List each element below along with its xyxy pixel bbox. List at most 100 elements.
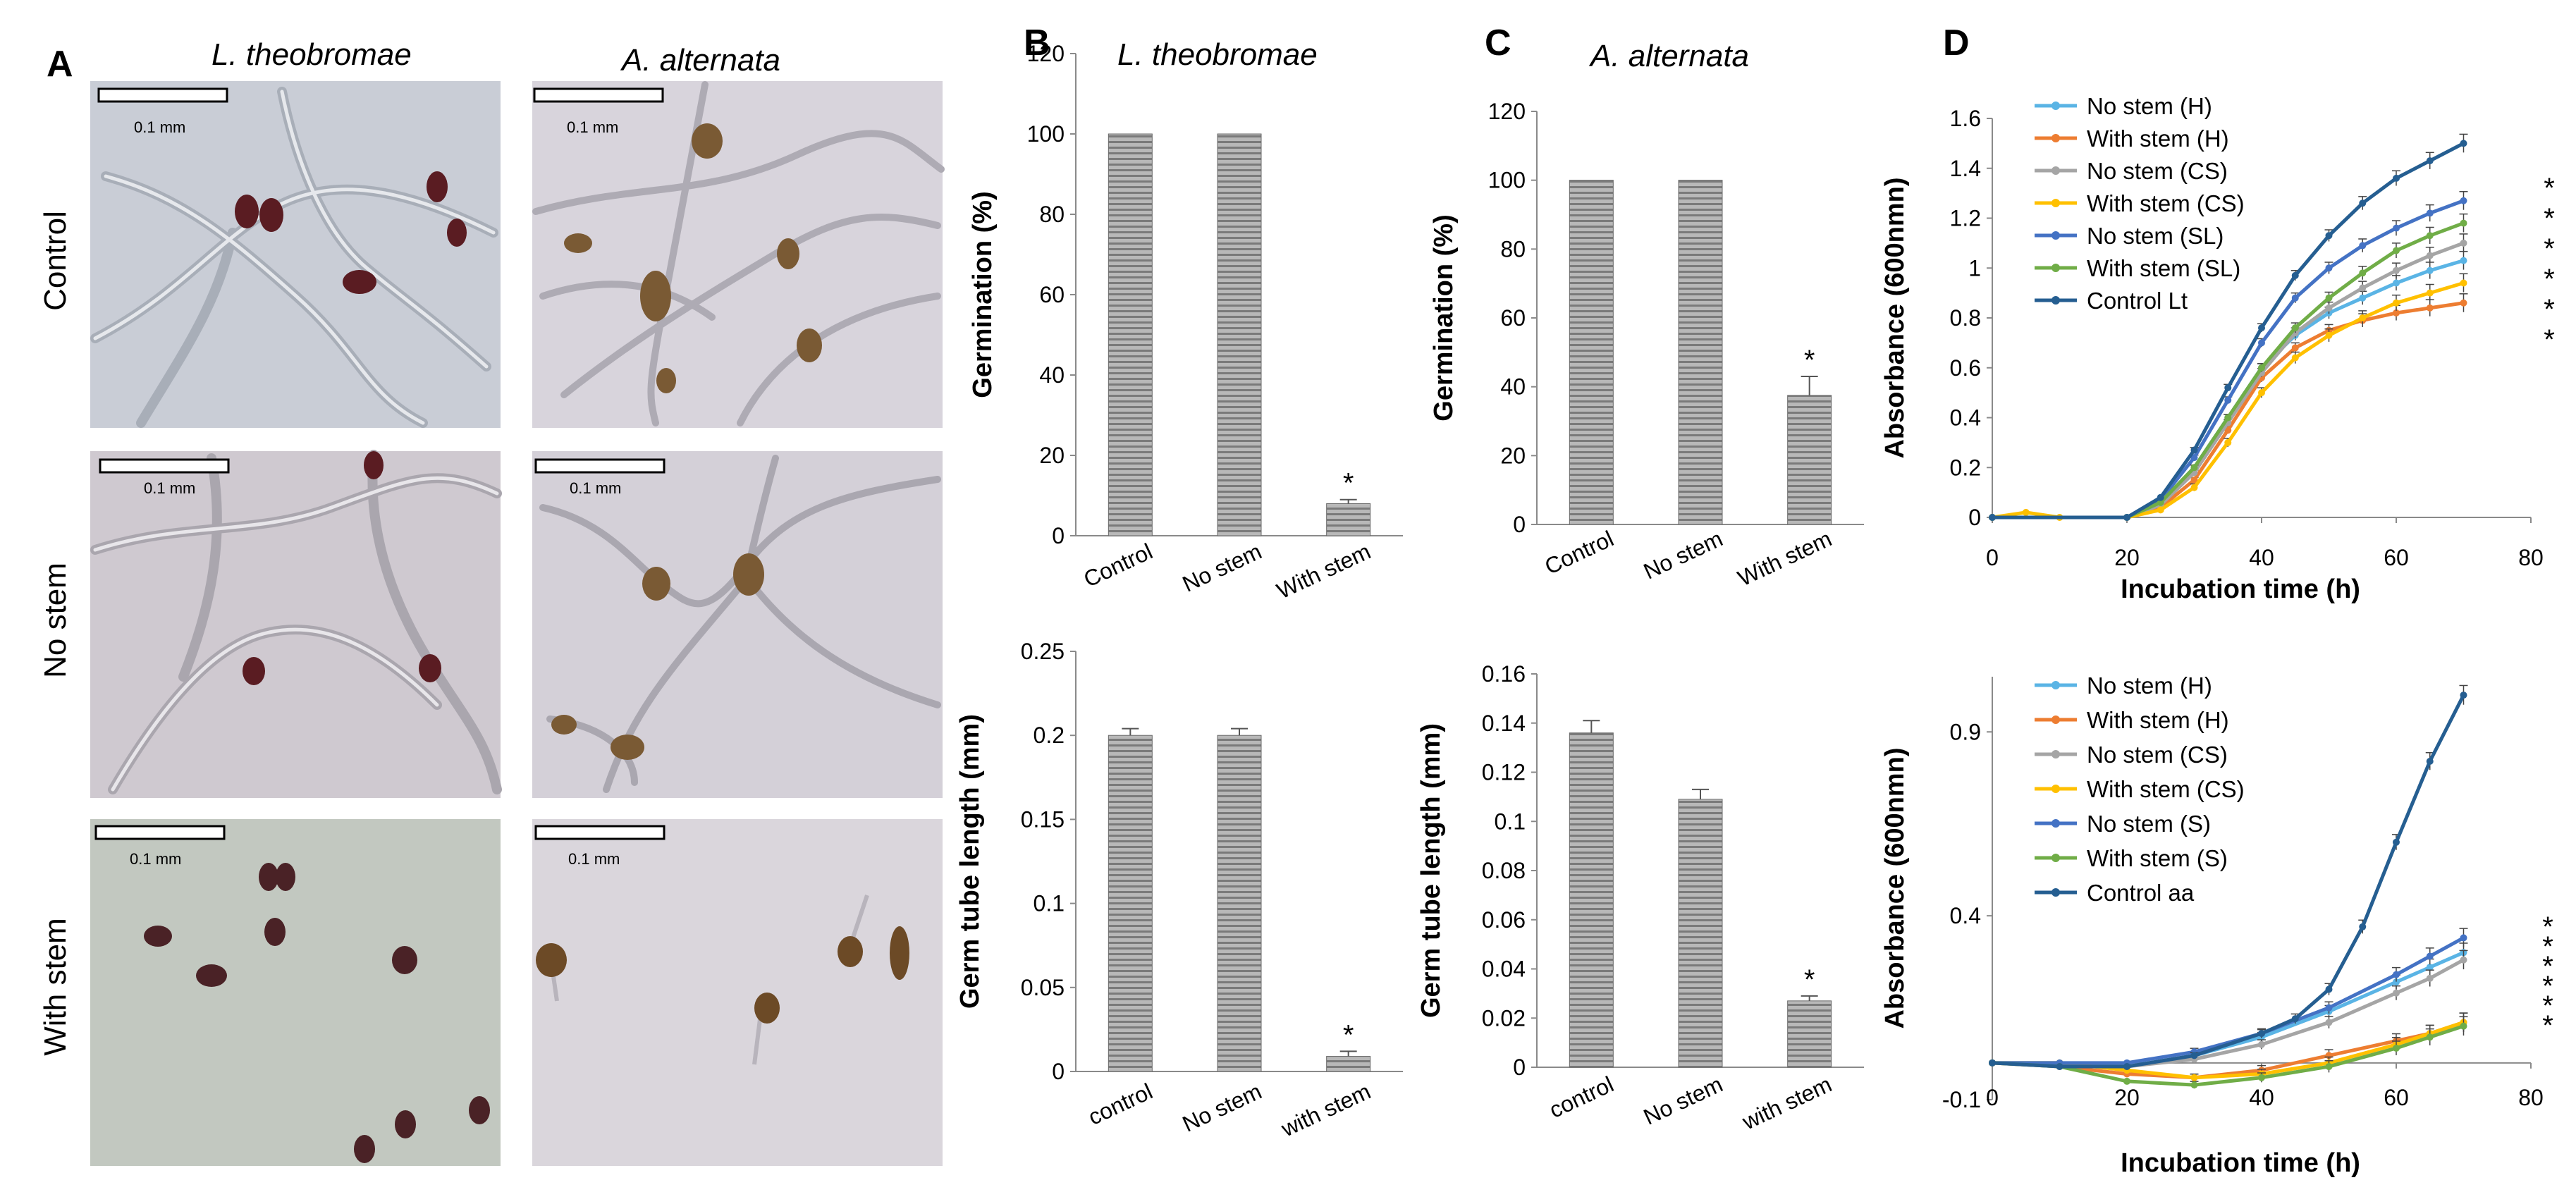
data-point [2393,247,2400,254]
category-label: Control [1080,539,1157,592]
y-tick-label: 0.2 [1950,455,1981,480]
legend-marker [2051,264,2060,272]
legend-marker [2051,134,2060,142]
y-tick-label: 0.16 [1482,661,1526,687]
data-point [2426,1033,2434,1041]
data-point [2426,974,2434,982]
absorbance-chart-aa: -0.1 0.4 0.9 0 20 40 60 80 Incubation time (h) Ab… [1880,672,2553,1178]
chart-title-c: A. alternata [1588,39,1749,73]
data-point [2359,199,2367,207]
data-point [2460,257,2467,264]
panel-label-d: D [1943,23,1970,63]
data-point [2325,264,2333,272]
micrograph-aa-with-stem [532,819,943,1166]
data-point [2359,269,2367,277]
x-axis-label: Incubation time (h) [2121,1148,2360,1178]
data-point [2426,209,2434,217]
data-point [2460,239,2467,247]
y-tick-label: 0.8 [1950,305,1981,331]
x-tick-label: 40 [2249,1085,2274,1110]
bar [1217,735,1262,1072]
column-title-lt: L. theobromae [211,37,412,72]
y-tick-label: 0.2 [1034,723,1065,748]
bar [1569,180,1614,525]
legend-label: Control aa [2087,880,2195,906]
series-line [1992,241,2465,520]
data-point [2258,1040,2265,1048]
significance-star: * [2542,951,2553,982]
data-point [2426,232,2434,240]
y-tick-label: 0.4 [1950,903,1981,928]
y-tick-label: 0.4 [1950,405,1981,431]
legend-label: No stem (H) [2087,672,2212,699]
data-point [2022,508,2030,516]
y-tick-label: 0.02 [1482,1005,1526,1031]
data-point [2393,978,2400,986]
row-label-no-stem: No stem [38,563,73,678]
legend-marker [2051,854,2060,862]
micrograph-lt-with-stem [90,819,501,1166]
germination-chart-aa: 0 20 40 60 80 100 120 Germination (%) Control No … [1429,99,1864,591]
y-tick-label: 1.4 [1950,156,1981,181]
data-point [2224,414,2232,422]
series-line [1992,199,2465,520]
legend-marker [2051,750,2060,758]
data-point [2157,498,2164,506]
data-point [2325,985,2333,993]
data-point [2190,1081,2198,1089]
x-axis-label: Incubation time (h) [2121,575,2360,604]
y-tick-label: 0 [1052,523,1065,548]
data-point [2258,324,2265,332]
data-point [2460,956,2467,964]
category-label: No stem [1640,1071,1726,1130]
y-tick-label: 100 [1488,168,1526,193]
legend-label: With stem (CS) [2087,776,2245,802]
significance-star: * [2544,233,2555,264]
category-label: with stem [1277,1079,1375,1142]
category-label: Control [1541,526,1618,579]
y-tick-label: 1 [1968,255,1981,281]
data-point [2291,271,2299,279]
y-tick-label: 0 [1513,1055,1526,1080]
data-point [2325,294,2333,302]
series-line [1992,221,2465,520]
bar [1678,799,1723,1068]
y-tick-label: 0.08 [1482,858,1526,883]
legend-label: With stem (H) [2087,707,2229,733]
data-point [2325,1019,2333,1026]
x-tick-label: 60 [2384,545,2409,570]
bar [1787,395,1832,525]
data-point [2426,952,2434,960]
y-tick-label: 1.2 [1950,206,1981,231]
data-point [2224,384,2232,392]
row-label-control: Control [38,211,73,311]
legend-label: Control Lt [2087,288,2188,314]
y-tick-label: 20 [1500,443,1526,468]
y-tick-label: 0.6 [1950,355,1981,381]
scale-bar-label: 0.1 mm [570,479,621,497]
significance-star: * [2542,1010,2553,1041]
row-label-with-stem: With stem [38,918,73,1056]
data-point [2359,314,2367,321]
legend-label: With stem (S) [2087,845,2228,871]
significance-star: * [1343,1019,1354,1050]
y-tick-label: 0 [1513,512,1526,537]
series-line [1992,142,2465,520]
y-axis-label: Germ tube length (mm) [1416,723,1446,1018]
significance-star: * [2544,173,2555,204]
data-point [2426,157,2434,165]
legend-marker [2051,231,2060,240]
data-point [2359,242,2367,250]
data-point [2325,1004,2333,1012]
data-point [2291,354,2299,362]
significance-star: * [2542,971,2553,1002]
data-point [2426,758,2434,765]
category-label: No stem [1179,539,1265,597]
column-title-aa: A. alternata [620,43,780,78]
legend-marker [2051,102,2060,110]
data-point [2460,279,2467,287]
data-point [2393,1044,2400,1052]
x-tick-label: 60 [2384,1085,2409,1110]
legend-label: With stem (SL) [2087,255,2240,281]
